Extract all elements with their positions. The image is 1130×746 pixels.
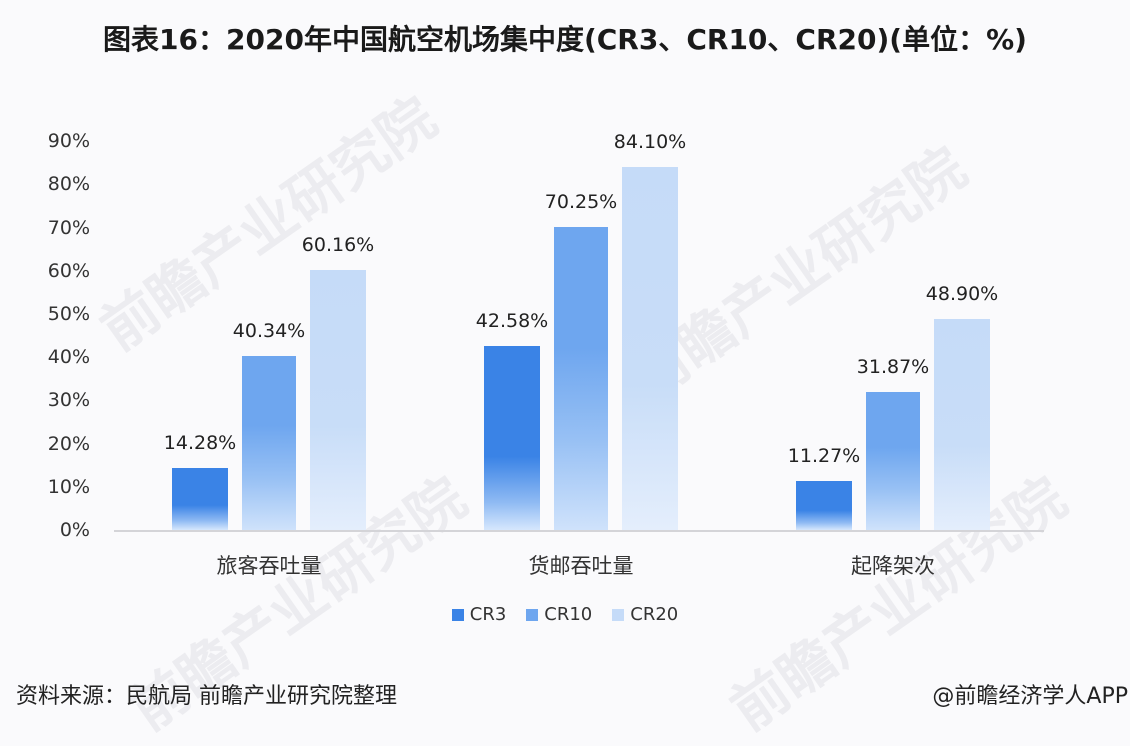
legend-item-cr3: CR3 xyxy=(451,604,507,625)
bar-cr10-2 xyxy=(866,392,920,530)
legend-swatch-icon xyxy=(451,608,464,621)
data-label: 42.58% xyxy=(475,310,549,333)
y-tick-label: 30% xyxy=(47,389,90,412)
x-category-label: 起降架次 xyxy=(851,554,935,578)
data-label: 14.28% xyxy=(163,432,237,455)
data-label: 70.25% xyxy=(544,190,618,213)
y-tick-label: 40% xyxy=(47,346,90,369)
y-tick-label: 0% xyxy=(59,519,90,541)
legend-item-cr10: CR10 xyxy=(526,604,592,625)
legend-label: CR3 xyxy=(469,604,507,625)
y-tick-label: 80% xyxy=(47,173,90,196)
chart-title: 图表16：2020年中国航空机场集中度(CR3、CR10、CR20)(单位：%) xyxy=(103,23,1027,56)
data-label: 31.87% xyxy=(856,356,930,379)
y-tick-label: 50% xyxy=(47,303,90,325)
bar-cr3-1 xyxy=(484,346,540,530)
data-label: 48.90% xyxy=(925,282,999,305)
bar-cr20-2 xyxy=(934,318,990,530)
bar-cr20-0 xyxy=(310,270,366,530)
legend-item-cr20: CR20 xyxy=(612,604,678,625)
bar-cr20-1 xyxy=(622,166,678,530)
data-label: 84.10% xyxy=(613,130,687,153)
legend: CR3 CR10 CR20 xyxy=(0,604,1130,625)
data-label: 60.16% xyxy=(301,234,375,257)
legend-label: CR10 xyxy=(544,604,593,625)
x-axis-line xyxy=(114,530,1044,532)
x-category-label: 货邮吞吐量 xyxy=(528,554,634,578)
x-category-label: 旅客吞吐量 xyxy=(216,554,322,578)
legend-swatch-icon xyxy=(526,608,539,621)
bar-cr3-2 xyxy=(796,481,852,530)
bar-cr10-0 xyxy=(242,355,296,530)
data-label: 11.27% xyxy=(787,445,861,468)
bar-cr3-0 xyxy=(172,468,228,530)
y-tick-label: 60% xyxy=(47,259,90,282)
credit-note: @前瞻经济学人APP xyxy=(932,684,1128,709)
y-tick-label: 20% xyxy=(47,432,90,455)
legend-label: CR20 xyxy=(630,604,679,625)
y-tick-label: 70% xyxy=(47,216,90,239)
data-label: 40.34% xyxy=(232,319,306,342)
source-note: 资料来源：民航局 前瞻产业研究院整理 xyxy=(16,684,397,709)
y-tick-label: 90% xyxy=(47,130,90,153)
y-tick-label: 10% xyxy=(47,475,90,498)
legend-swatch-icon xyxy=(612,608,625,621)
bar-cr10-1 xyxy=(554,226,608,530)
